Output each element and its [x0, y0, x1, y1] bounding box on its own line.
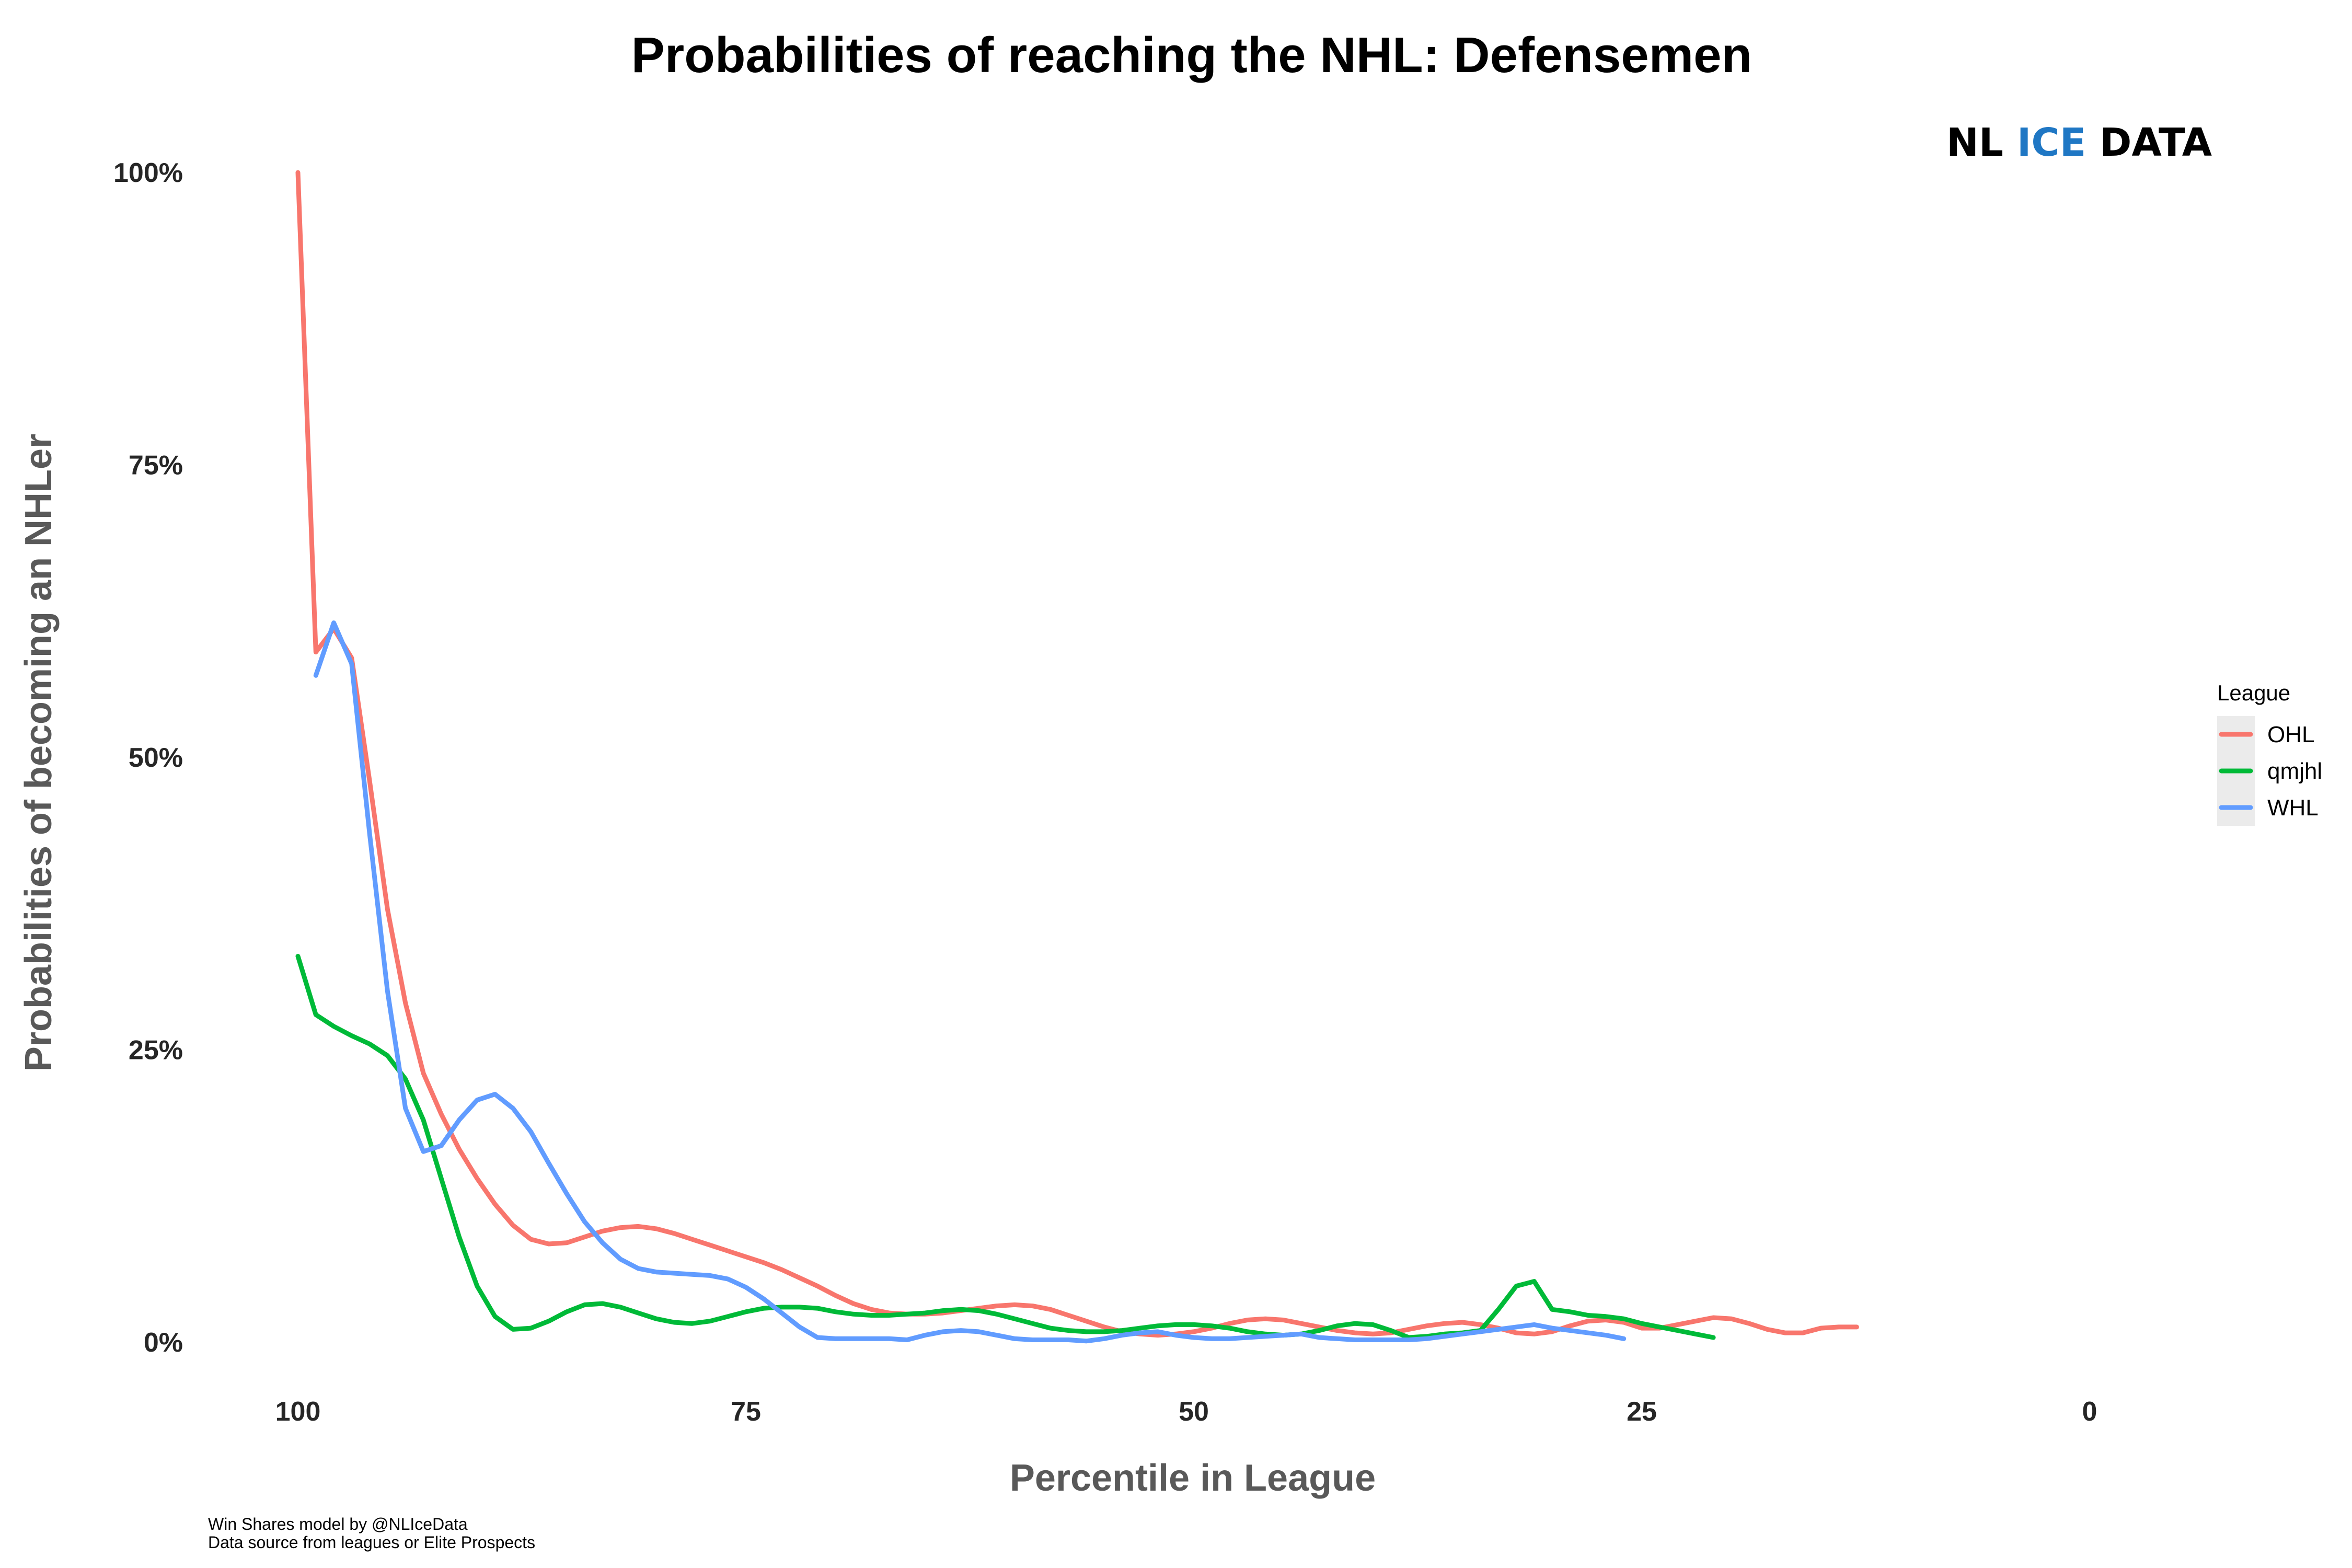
logo-part-ice: ICE — [2017, 120, 2086, 165]
chart-title: Probabilities of reaching the NHL: Defen… — [631, 27, 1752, 83]
y-tick-label: 25% — [129, 1035, 183, 1066]
series-line-whl — [313, 620, 1627, 1344]
y-axis-title: Probabilities of becoming an NHLer — [18, 434, 60, 1071]
y-axis-ticks: 0% 25% 50% 75% 100% — [113, 158, 183, 1358]
logo-part-nl: NL — [1946, 120, 2017, 165]
x-tick-label: 100 — [275, 1397, 321, 1427]
series-line-ohl — [295, 170, 1859, 1338]
y-tick-label: 100% — [113, 158, 183, 188]
series-line-qmjhl — [295, 954, 1716, 1340]
plot-series — [295, 170, 1859, 1344]
legend-title: League — [2217, 681, 2290, 705]
x-tick-label: 25 — [1627, 1397, 1657, 1427]
caption-line-1: Win Shares model by @NLIceData — [208, 1515, 468, 1534]
x-tick-label: 75 — [731, 1397, 761, 1427]
y-tick-label: 75% — [129, 451, 183, 481]
x-axis-ticks: 100 75 50 25 0 — [275, 1397, 2097, 1427]
x-axis-title: Percentile in League — [1010, 1457, 1376, 1499]
logo-part-data: DATA — [2100, 120, 2212, 165]
x-tick-label: 50 — [1179, 1397, 1209, 1427]
legend: League OHL qmjhl WHL — [2217, 681, 2322, 826]
caption-line-2: Data source from leagues or Elite Prospe… — [208, 1533, 535, 1552]
legend-label-whl: WHL — [2267, 795, 2319, 821]
y-tick-label: 50% — [129, 743, 183, 773]
y-tick-label: 0% — [144, 1328, 183, 1358]
legend-label-qmjhl: qmjhl — [2267, 758, 2322, 784]
logo-wordmark: NL ICE DATA — [1946, 120, 2212, 165]
x-tick-label: 0 — [2082, 1397, 2097, 1427]
legend-label-ohl: OHL — [2267, 722, 2314, 747]
